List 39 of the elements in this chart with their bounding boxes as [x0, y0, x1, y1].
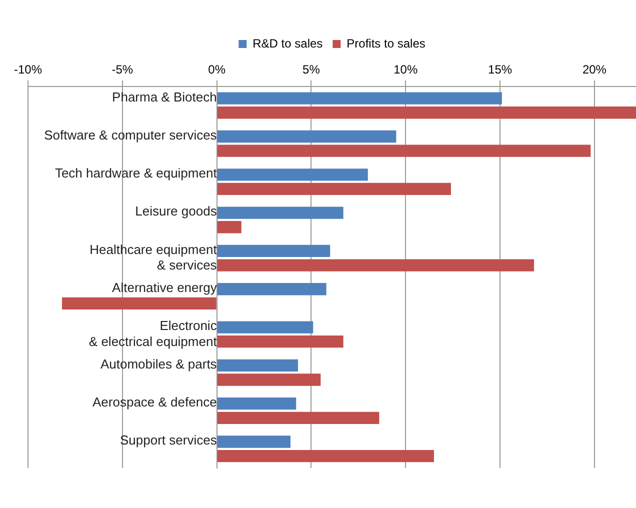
y-tick-label: Automobiles & parts [100, 356, 218, 372]
bar [217, 412, 380, 424]
bar [217, 436, 290, 448]
bar [217, 321, 314, 334]
y-tick-label: Electronic & electrical equipment [88, 318, 218, 349]
bar [217, 283, 326, 296]
bar [217, 221, 242, 234]
x-tick-label: 15% [488, 62, 512, 77]
y-tick-label: Aerospace & defence [92, 394, 217, 410]
bar [217, 336, 344, 348]
bar [217, 359, 298, 372]
x-tick-label: 0% [208, 62, 226, 77]
bar [217, 182, 451, 196]
legend-label: Profits to sales [346, 36, 426, 50]
bar [217, 92, 502, 104]
x-tick-label: 5% [302, 62, 320, 77]
y-tick-label: Tech hardware & equipment [54, 166, 218, 181]
bar [217, 374, 321, 386]
bar [217, 259, 534, 272]
bar [217, 144, 591, 157]
bar [217, 130, 396, 143]
bar [217, 168, 368, 181]
bar [217, 244, 330, 258]
x-tick-label: -5% [112, 62, 134, 77]
x-tick-label: 20% [582, 62, 607, 77]
bar [217, 206, 344, 219]
y-tick-label: Alternative energy [112, 280, 218, 296]
y-tick-label: Pharma & Biotech [112, 89, 217, 104]
y-tick-label: Software & computer services [44, 127, 218, 142]
x-tick-label: 10% [394, 62, 418, 77]
y-tick-label: Healthcare equipment & services [90, 242, 218, 272]
bar [217, 106, 636, 119]
y-tick-label: Support services [120, 432, 218, 448]
bar [217, 450, 434, 462]
x-tick-label: -10% [14, 62, 42, 77]
y-tick-label: Leisure goods [135, 204, 218, 219]
bar [62, 297, 216, 310]
bar [217, 398, 296, 410]
legend-label: R&D to sales [252, 36, 323, 50]
